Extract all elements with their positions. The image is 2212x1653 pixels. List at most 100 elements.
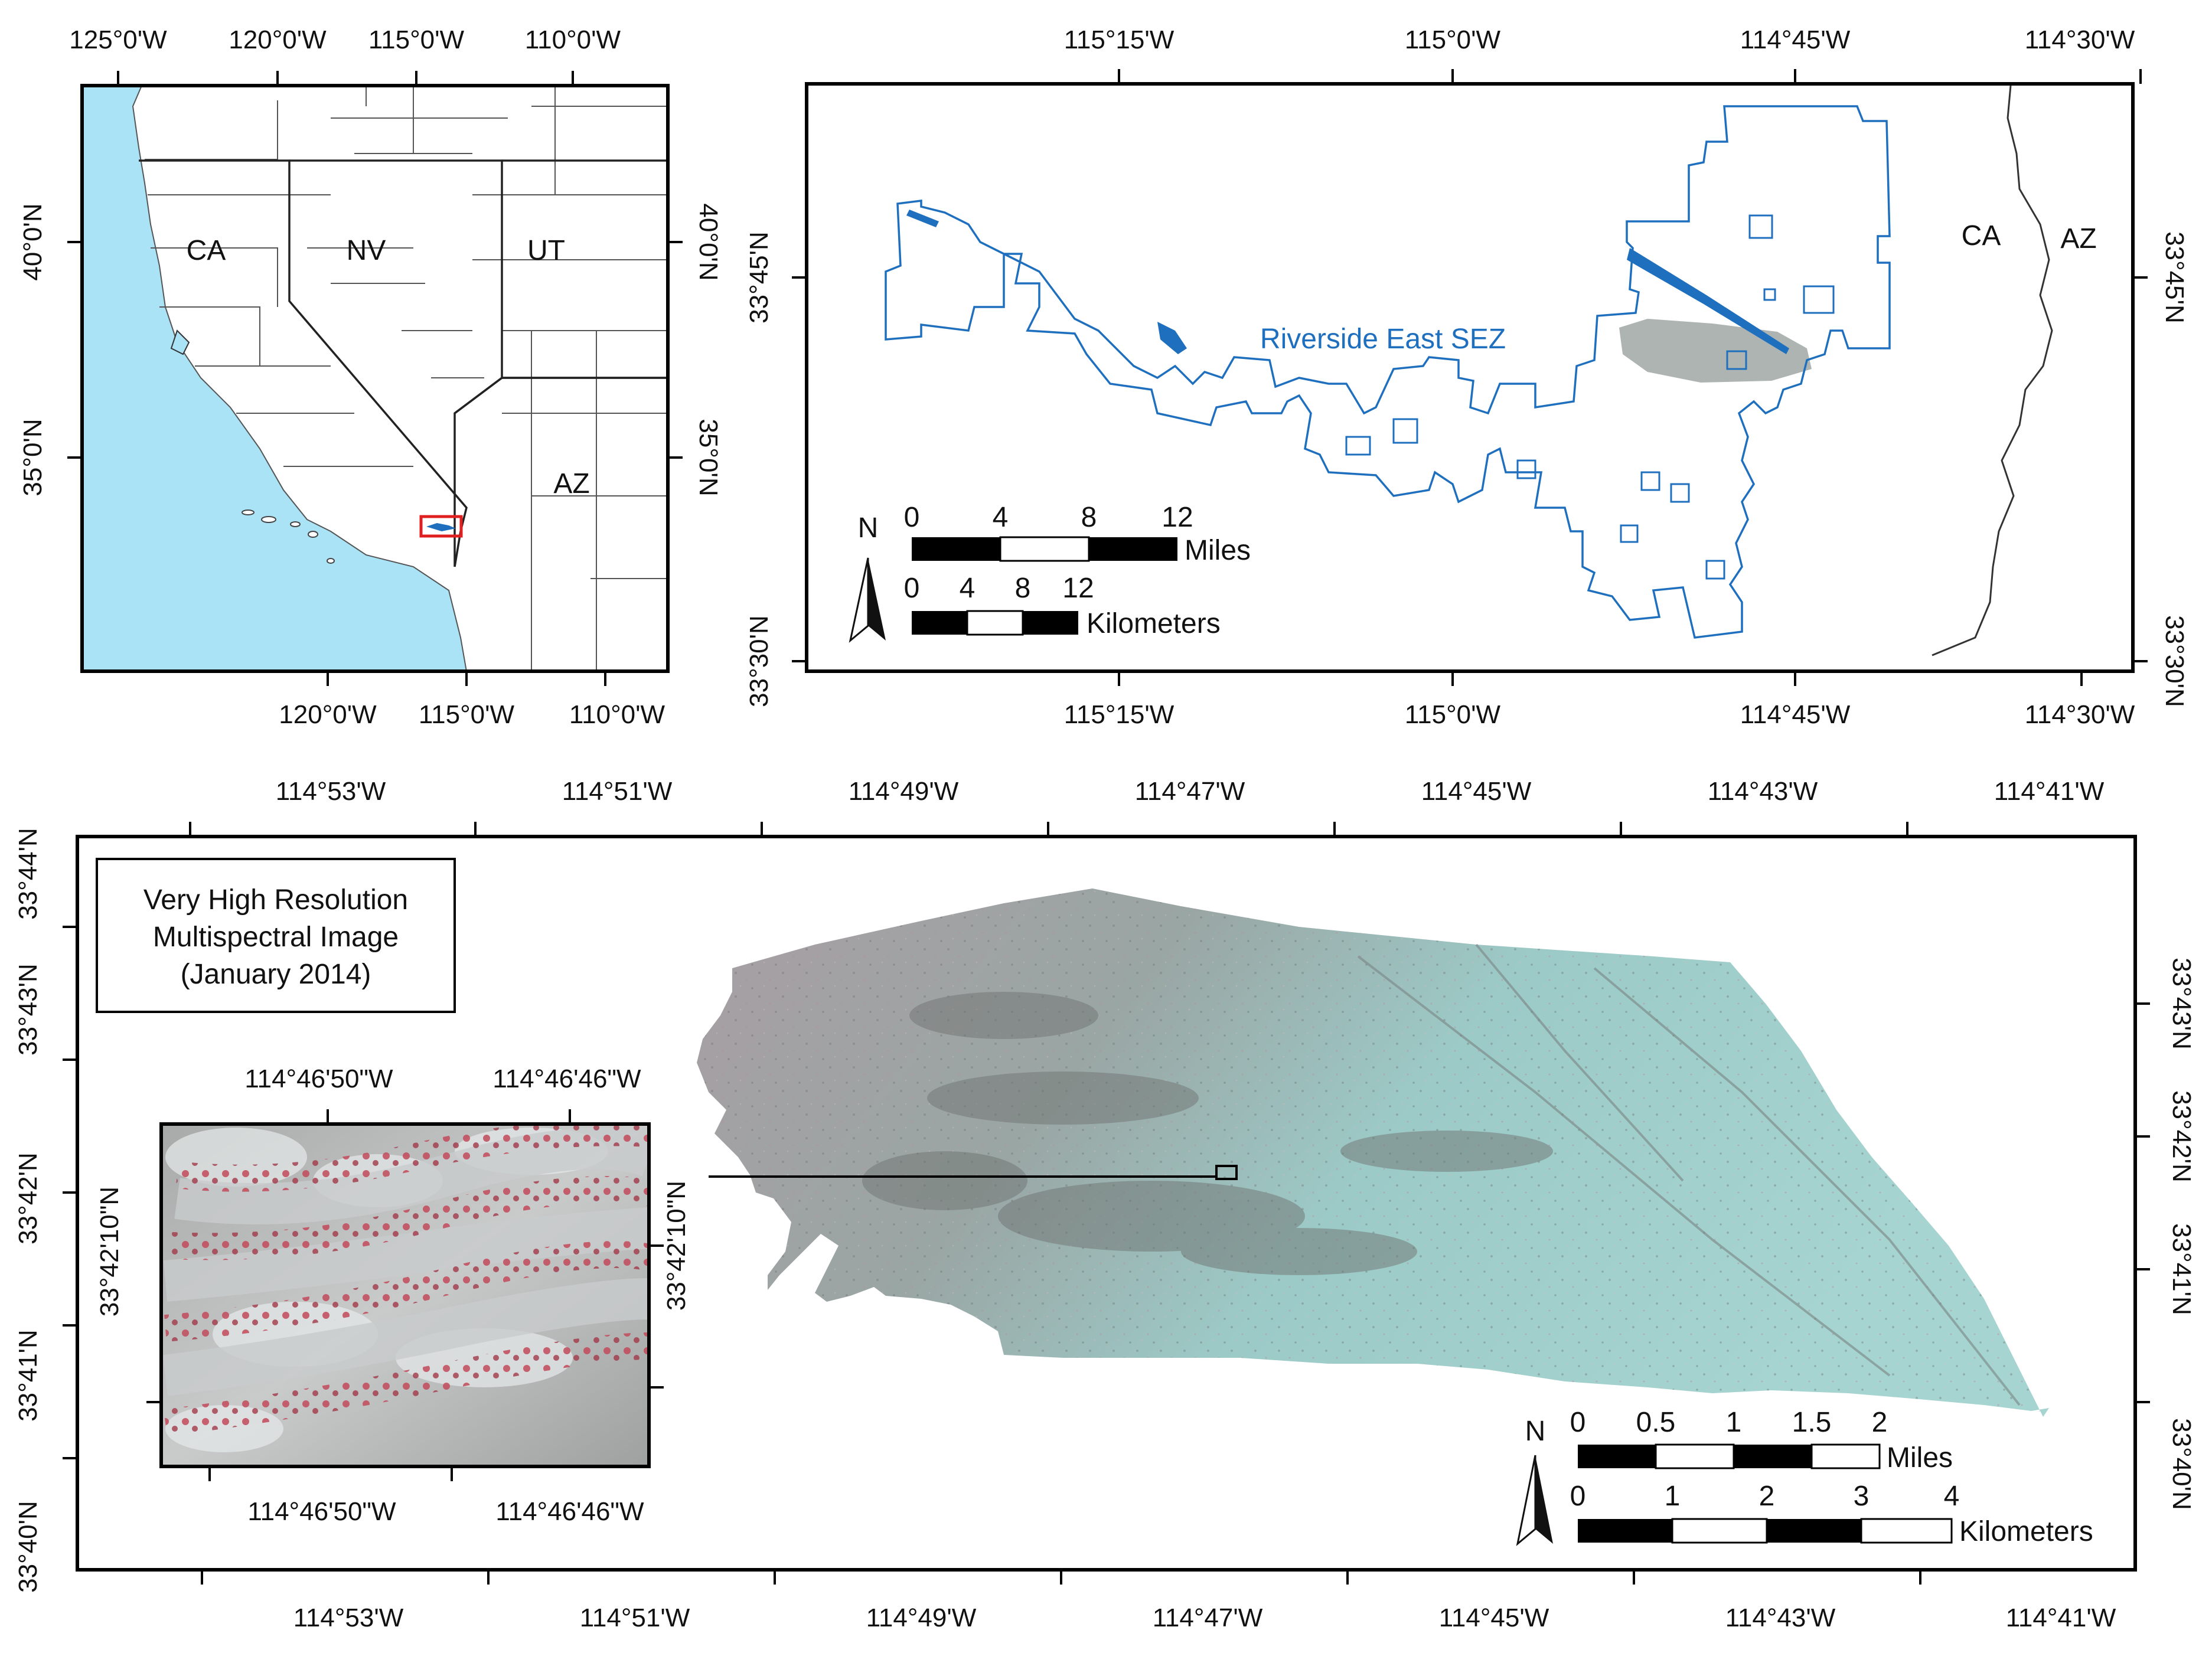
sez-parcels xyxy=(1345,214,1835,580)
locator-box xyxy=(419,515,463,538)
north-arrow-b: N xyxy=(849,512,886,643)
panel-b-ticks xyxy=(792,69,2148,686)
channel-islands xyxy=(242,509,335,564)
inset-left-tick: 33°42'10"N xyxy=(95,1187,124,1316)
state-label-ut: UT xyxy=(527,235,565,266)
scale-tick: 4 xyxy=(993,502,1009,533)
north-arrow-c: N xyxy=(1516,1416,1553,1546)
panel-b-bottom-tick: 114°45'W xyxy=(1740,700,1851,729)
scale-unit-miles: Miles xyxy=(1887,1442,1953,1474)
panel-a-left-tick: 40°0'N xyxy=(18,203,47,280)
panel-a-top-tick: 110°0'W xyxy=(525,25,621,54)
panel-b-frame xyxy=(805,82,2135,673)
panel-b-sez-map: CA AZ Riverside East SEZ xyxy=(745,25,2189,729)
inset-ticks xyxy=(146,1109,664,1481)
scale-bar-miles-c xyxy=(1578,1443,1881,1469)
scale-tick: 1.5 xyxy=(1792,1407,1832,1438)
panel-c-bottom-tick: 114°51'W xyxy=(580,1603,690,1632)
scale-tick: 0 xyxy=(904,502,920,533)
state-label-nv: NV xyxy=(347,235,386,266)
scale-tick: 8 xyxy=(1081,502,1097,533)
scale-unit-km: Kilometers xyxy=(1959,1516,2093,1547)
scale-unit-miles: Miles xyxy=(1185,535,1251,566)
panel-b-top-tick: 114°30'W xyxy=(2025,25,2135,54)
panel-b-left-tick: 33°45'N xyxy=(745,231,774,324)
panel-c-top-tick: 114°43'W xyxy=(1708,777,1818,806)
locator-sez xyxy=(426,523,456,531)
scale-tick: 0.5 xyxy=(1636,1407,1676,1438)
panel-c-left-tick: 33°43'N xyxy=(14,963,43,1056)
imagery-legend-box xyxy=(96,858,456,1013)
panel-a-locator-map: CA NV UT AZ 125°0'W 120°0'W 115°0'W 110°… xyxy=(18,25,723,729)
scale-unit-km: Kilometers xyxy=(1087,608,1221,639)
inset-channels xyxy=(162,1128,649,1396)
state-label-az: AZ xyxy=(2060,223,2096,254)
state-border-ca-az xyxy=(1932,85,2053,656)
state-label-ca: CA xyxy=(1962,220,2001,251)
panel-c-right-tick: 33°41'N xyxy=(2167,1223,2196,1315)
panel-c-bottom-tick: 114°45'W xyxy=(1439,1603,1549,1632)
inset-right-tick: 33°42'10"N xyxy=(662,1181,691,1311)
scale-tick: 4 xyxy=(960,573,976,604)
scale-tick: 0 xyxy=(1570,1481,1586,1512)
panel-b-top-tick: 115°0'W xyxy=(1405,25,1501,54)
state-label-az: AZ xyxy=(553,468,589,499)
scale-tick: 3 xyxy=(1854,1481,1870,1512)
inset-extent-box xyxy=(1215,1165,1238,1180)
panel-c-ticks xyxy=(63,822,2150,1585)
county-lines xyxy=(145,86,668,671)
panel-b-right-tick: 33°30'N xyxy=(2160,615,2189,707)
panel-c-bottom-tick: 114°49'W xyxy=(866,1603,977,1632)
legend-line: (January 2014) xyxy=(181,959,371,990)
vhr-washes xyxy=(1357,943,2021,1406)
scale-bar-miles-b xyxy=(912,536,1177,562)
vhr-dark-ridges xyxy=(862,992,1553,1275)
panel-b-bottom-tick: 115°0'W xyxy=(1405,700,1501,729)
state-label-ca: CA xyxy=(187,235,226,266)
inset-shrubs xyxy=(164,1124,649,1436)
scale-tick: 8 xyxy=(1015,573,1031,604)
panel-a-right-tick: 35°0'N xyxy=(694,419,723,496)
inset-frame xyxy=(159,1122,651,1468)
inset-top-tick: 114°46'50"W xyxy=(244,1064,393,1093)
panel-b-right-tick: 33°45'N xyxy=(2160,231,2189,324)
inset-top-tick: 114°46'46"W xyxy=(492,1064,641,1093)
panel-a-top-tick: 125°0'W xyxy=(69,25,167,54)
panel-c-right-tick: 33°40'N xyxy=(2167,1418,2196,1510)
panel-c-left-tick: 33°40'N xyxy=(14,1501,43,1593)
panel-a-bottom-tick: 110°0'W xyxy=(569,700,665,729)
land xyxy=(132,86,668,671)
sez-washes xyxy=(906,210,1789,354)
scale-tick: 0 xyxy=(1570,1407,1586,1438)
panel-b-bottom-tick: 114°30'W xyxy=(2025,700,2135,729)
panel-c-left-tick: 33°44'N xyxy=(14,828,43,920)
panel-c-top-tick: 114°51'W xyxy=(562,777,673,806)
sez-boundary xyxy=(885,105,1891,639)
panel-c-bottom-tick: 114°41'W xyxy=(2006,1603,2116,1632)
panel-c-right-tick: 33°43'N xyxy=(2167,958,2196,1050)
panel-a-right-tick: 40°0'N xyxy=(694,203,723,280)
legend-line: Multispectral Image xyxy=(153,922,399,953)
scale-tick: 1 xyxy=(1665,1481,1681,1512)
panel-b-left-tick: 33°30'N xyxy=(745,615,774,707)
panel-a-left-tick: 35°0'N xyxy=(18,419,47,496)
panel-a-frame xyxy=(80,84,670,673)
panel-c-bottom-tick: 114°47'W xyxy=(1153,1603,1263,1632)
panel-c-bottom-tick: 114°43'W xyxy=(1725,1603,1836,1632)
panel-c-left-tick: 33°41'N xyxy=(14,1329,43,1422)
panel-a-top-tick: 120°0'W xyxy=(229,25,327,54)
panel-a-bottom-tick: 115°0'W xyxy=(419,700,515,729)
panel-c-top-tick: 114°49'W xyxy=(849,777,959,806)
north-label: N xyxy=(1525,1416,1546,1447)
scale-tick: 2 xyxy=(1872,1407,1888,1438)
panel-a-bottom-tick: 120°0'W xyxy=(279,700,377,729)
panel-c-top-tick: 114°47'W xyxy=(1135,777,1245,806)
panel-c-imagery-map: Very High Resolution Multispectral Image… xyxy=(14,777,2196,1632)
panel-c-bottom-tick: 114°53'W xyxy=(293,1603,404,1632)
panel-a-top-tick: 115°0'W xyxy=(368,25,465,54)
scale-tick: 12 xyxy=(1062,573,1094,604)
panel-c-right-tick: 33°42'N xyxy=(2167,1090,2196,1182)
inset-bottom-tick: 114°46'50"W xyxy=(247,1497,396,1526)
panel-b-bottom-tick: 115°15'W xyxy=(1064,700,1174,729)
